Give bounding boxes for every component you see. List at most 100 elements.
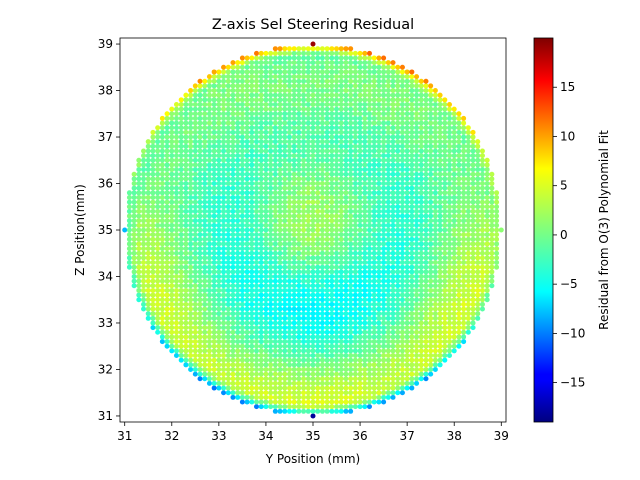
scatter-point [126,246,132,252]
scatter-point [399,222,405,228]
scatter-point [362,390,368,396]
scatter-point [291,46,297,52]
scatter-point [456,292,462,298]
scatter-point [258,394,264,400]
scatter-point [414,283,420,289]
scatter-point [141,157,147,163]
scatter-point [357,232,363,238]
scatter-point [352,394,358,400]
scatter-point [301,162,307,168]
scatter-point [159,320,165,326]
scatter-point [216,153,222,159]
scatter-point [489,227,495,233]
scatter-point [272,246,278,252]
scatter-point [395,371,401,377]
scatter-point [286,250,292,256]
scatter-point [249,269,255,275]
scatter-point [399,348,405,354]
scatter-point [244,92,250,98]
scatter-point [470,194,476,200]
scatter-point [188,153,194,159]
scatter-point [126,218,132,224]
scatter-point [315,255,321,261]
scatter-point [385,92,391,98]
scatter-point [329,181,335,187]
scatter-point [221,348,227,354]
scatter-point [357,269,363,275]
scatter-point [178,236,184,242]
scatter-point [258,306,264,312]
scatter-point [352,106,358,112]
scatter-point [239,97,245,103]
scatter-point [268,325,274,331]
scatter-point [447,339,453,345]
scatter-point [442,353,448,359]
scatter-point [277,366,283,372]
scatter-point [164,115,170,121]
scatter-point [305,111,311,117]
scatter-point [414,311,420,317]
scatter-point [319,348,325,354]
scatter-point [206,371,212,377]
scatter-point [395,311,401,317]
scatter-point [432,213,438,219]
scatter-point [329,343,335,349]
scatter-point [282,399,288,405]
scatter-point [131,176,137,182]
scatter-point [282,348,288,354]
scatter-point [329,353,335,359]
scatter-point [366,74,372,80]
scatter-point [206,181,212,187]
scatter-point [461,241,467,247]
scatter-point [442,199,448,205]
scatter-point [376,301,382,307]
scatter-point [329,325,335,331]
scatter-point [221,199,227,205]
scatter-point [357,106,363,112]
scatter-point [329,120,335,126]
scatter-point [319,204,325,210]
scatter-point [315,408,321,414]
scatter-point [169,269,175,275]
scatter-point [329,287,335,293]
scatter-point [343,306,349,312]
scatter-point [376,325,382,331]
scatter-point [296,134,302,140]
scatter-point [235,329,241,335]
scatter-point [343,171,349,177]
scatter-point [447,106,453,112]
scatter-point [319,278,325,284]
scatter-point [282,311,288,317]
scatter-point [183,334,189,340]
scatter-point [216,246,222,252]
scatter-point [324,101,330,107]
scatter-point [390,227,396,233]
scatter-point [324,78,330,84]
scatter-point [173,306,179,312]
scatter-point [263,101,269,107]
scatter-point [268,269,274,275]
scatter-point [409,329,415,335]
scatter-point [286,260,292,266]
scatter-point [145,264,151,270]
scatter-point [310,232,316,238]
scatter-point [362,213,368,219]
scatter-point [206,232,212,238]
scatter-point [385,250,391,256]
scatter-point [155,311,161,317]
scatter-point [451,250,457,256]
scatter-point [221,246,227,252]
scatter-point [451,325,457,331]
scatter-point [319,120,325,126]
scatter-point [169,148,175,154]
scatter-point [258,190,264,196]
scatter-point [404,348,410,354]
scatter-point [352,115,358,121]
scatter-point [442,292,448,298]
scatter-point [211,273,217,279]
scatter-point [423,297,429,303]
scatter-point [249,171,255,177]
scatter-point [470,199,476,205]
scatter-point [188,111,194,117]
scatter-point [286,208,292,214]
